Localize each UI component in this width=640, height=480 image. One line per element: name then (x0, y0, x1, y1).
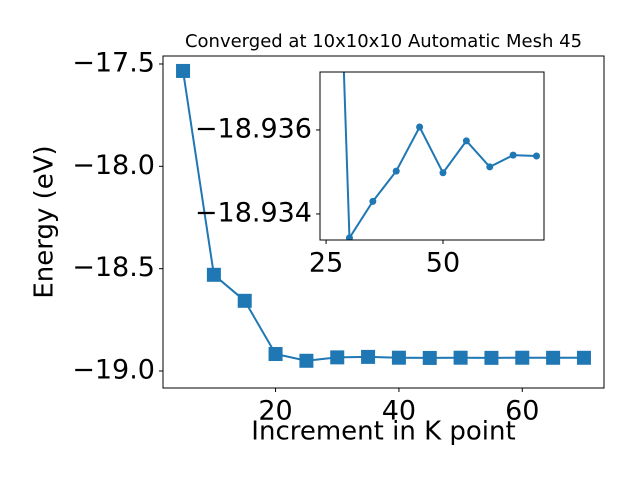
x-tick-label: 60 (505, 396, 539, 427)
marker (416, 123, 424, 131)
marker (484, 350, 499, 365)
axes-frame (319, 71, 545, 241)
series-line (342, 72, 537, 240)
marker (515, 350, 530, 365)
marker (176, 63, 191, 78)
x-axis-label: Increment in K point (251, 417, 515, 447)
axes-frame (162, 55, 605, 389)
x-tick-label: 25 (309, 248, 343, 279)
marker (330, 350, 345, 365)
marker (268, 347, 283, 362)
marker (391, 350, 406, 365)
plot-layer (176, 63, 591, 368)
marker (237, 293, 252, 308)
y-tick-label: −17.5 (72, 47, 155, 78)
y-tick-label: −18.934 (195, 197, 312, 228)
plot-area (320, 72, 544, 240)
marker (361, 349, 376, 364)
x-tick-label: 40 (382, 396, 416, 427)
plot-layer (342, 72, 541, 240)
y-tick-label: −18.0 (72, 150, 155, 181)
marker (345, 234, 353, 240)
marker (422, 350, 437, 365)
y-tick-label: −18.5 (72, 252, 155, 283)
marker (546, 350, 561, 365)
x-tick-label: 20 (258, 396, 292, 427)
y-axis-label: Energy (eV) (30, 145, 60, 298)
marker (453, 350, 468, 365)
marker (462, 137, 470, 145)
marker (392, 167, 400, 175)
marker (439, 169, 447, 177)
marker (206, 267, 221, 282)
marker (299, 353, 314, 368)
y-tick-label: −19.0 (72, 355, 155, 386)
chart-title: Converged at 10x10x10 Automatic Mesh 45 (185, 31, 582, 52)
marker (509, 151, 517, 159)
marker (486, 163, 494, 171)
marker (576, 350, 591, 365)
x-tick-label: 50 (426, 248, 460, 279)
marker (533, 152, 541, 160)
y-tick-label: −18.936 (195, 113, 312, 144)
marker (369, 197, 377, 205)
